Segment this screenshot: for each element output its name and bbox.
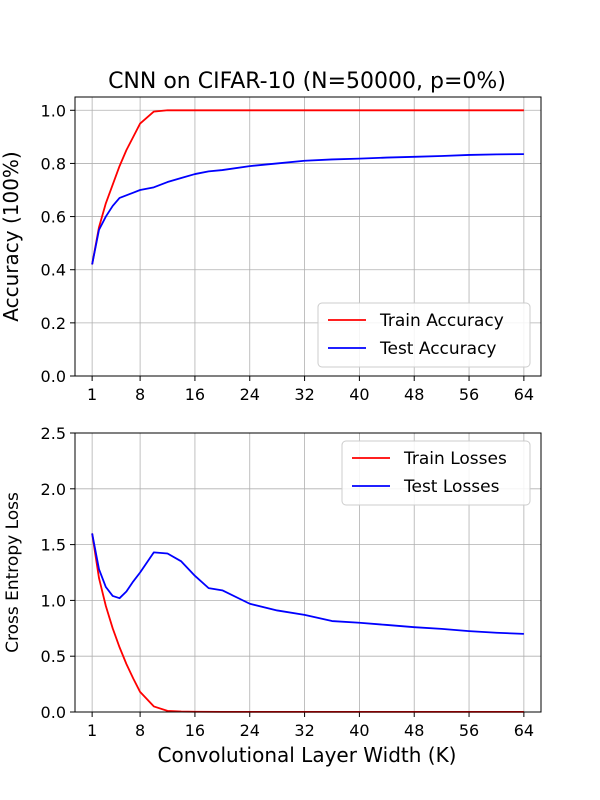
x-tick-label: 64 [514,721,534,740]
x-tick-label: 40 [349,721,369,740]
y-tick-label: 0.6 [41,208,66,227]
series-line-1 [91,153,524,265]
figure-x-axis-label: Convolutional Layer Width (K) [158,743,457,767]
x-tick-label: 1 [87,385,97,404]
y-tick-label: 0.8 [41,154,66,173]
legend-label-1: Test Accuracy [379,339,497,359]
x-tick-label: 24 [240,721,260,740]
y-tick-label: 2.5 [41,424,66,443]
series-line-0 [91,109,524,265]
x-tick-label: 16 [185,721,205,740]
legend-label-1: Test Losses [403,477,500,497]
x-tick-label: 48 [404,385,424,404]
x-tick-label: 32 [294,721,314,740]
x-tick-label: 32 [294,385,314,404]
x-tick-label: 56 [459,385,479,404]
y-tick-label: 0.2 [41,314,66,333]
legend-box [317,302,531,368]
y-tick-label: 2.0 [41,480,66,499]
x-tick-label: 40 [349,385,369,404]
x-tick-label: 8 [135,721,145,740]
accuracy-subplot: 1 8 16 24 32 40 48 56 64 0.0 0.2 0.4 0.6 0.8 1.0 Accura… [0,96,542,404]
axes-frame [74,432,542,713]
y-tick-label: 0.0 [41,703,66,722]
figure-title: CNN on CIFAR-10 (N=50000, p=0%) [108,69,506,94]
x-tick-label: 64 [514,385,534,404]
x-tick-label: 16 [185,385,205,404]
y-tick-label: 0.0 [41,367,66,386]
legend-label-0: Train Losses [403,449,507,469]
x-tick-label: 24 [240,385,260,404]
y-tick-label: 1.0 [41,101,66,120]
y-tick-label: 0.4 [41,261,66,280]
x-tick-label: 56 [459,721,479,740]
y-axis-label: Cross Entropy Loss [3,492,23,653]
x-tick-label: 1 [87,721,97,740]
y-tick-label: 1.5 [41,536,66,555]
y-axis-label: Accuracy (100%) [0,151,23,321]
y-tick-label: 0.5 [41,647,66,666]
legend-label-0: Train Accuracy [379,311,504,331]
x-tick-label: 48 [404,721,424,740]
legend-box [341,440,531,506]
x-tick-label: 8 [135,385,145,404]
axes-frame [74,96,542,377]
loss-subplot: 1 8 16 24 32 40 48 56 64 0.0 0.5 1.0 1.5 2.0 2.5 Cross … [3,424,542,740]
y-tick-label: 1.0 [41,591,66,610]
series-line-1 [91,533,524,635]
